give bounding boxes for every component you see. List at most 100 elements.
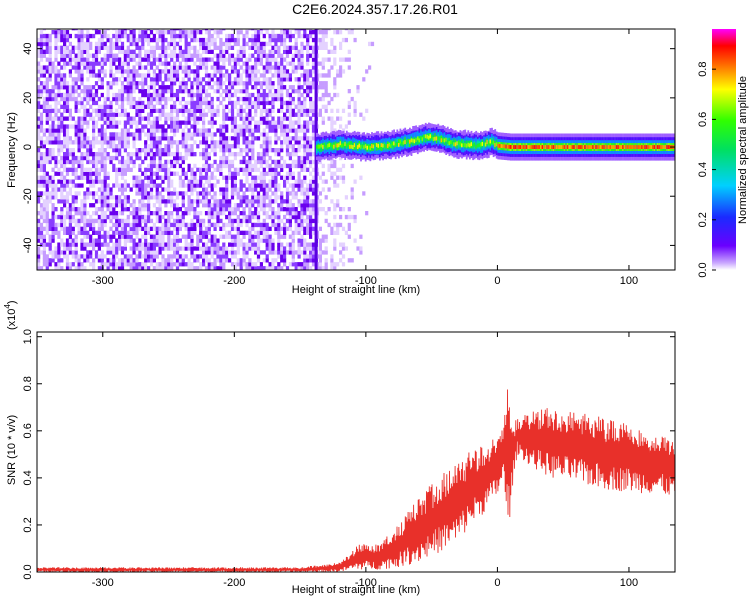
heatmap-cell [77,41,81,47]
heatmap-cell [280,163,284,169]
heatmap-cell [233,254,237,259]
heatmap-cell [86,144,90,149]
heatmap-cell [120,30,125,35]
heatmap-cell [300,104,304,109]
heatmap-cell [288,49,292,54]
heatmap-cell [51,132,55,137]
heatmap-cell [39,128,44,133]
heatmap-cell [222,242,226,247]
heatmap-cell [288,128,292,133]
heatmap-cell [256,37,261,43]
heatmap-cell [262,258,266,263]
heatmap-cell [280,258,284,263]
heatmap-cell [330,120,334,125]
heatmap-cell [178,207,182,212]
heatmap-cell [256,96,261,102]
heatmap-cell [318,246,322,251]
heatmap-cell [333,85,337,90]
heatmap-cell [155,140,159,145]
heatmap-cell [196,49,200,54]
heatmap-cell [280,61,284,66]
heatmap-cell [259,108,263,113]
heatmap-cell [213,191,217,196]
heatmap-cell [147,61,151,66]
heatmap-cell [228,96,232,102]
heatmap-cell [135,254,139,259]
heatmap-cell [300,234,304,239]
heatmap-cell [181,77,185,82]
heatmap-cell [330,128,334,133]
heatmap-cell [149,53,154,58]
signal-cell [386,144,389,148]
heatmap-cell [311,81,316,86]
heatmap-cell [207,191,211,196]
heatmap-cell [248,144,252,149]
heatmap-cell [280,144,284,149]
heatmap-cell [210,41,214,47]
heatmap-cell [120,191,125,196]
heatmap-cell [89,53,93,58]
heatmap-cell [37,218,41,224]
heatmap-cell [239,152,243,157]
heatmap-cell [123,136,127,141]
heatmap-cell [230,238,235,243]
heatmap-cell [120,159,125,165]
heatmap-cell [283,163,287,169]
heatmap-cell [306,203,310,208]
heatmap-cell [344,214,348,220]
heatmap-cell [219,258,223,263]
heatmap-cell [86,120,90,125]
heatmap-cell [181,104,185,109]
heatmap-cell [239,262,243,267]
heatmap-cell [138,179,142,184]
heatmap-cell [285,89,290,94]
heatmap-cell [210,266,214,270]
heatmap-cell [86,211,90,216]
heatmap-cell [39,167,44,172]
heatmap-cell [63,214,67,220]
heatmap-cell [175,148,180,153]
heatmap-cell [262,250,266,255]
heatmap-cell [45,195,49,200]
heatmap-cell [256,234,261,239]
heatmap-cell [239,183,243,188]
heatmap-cell [262,234,266,239]
heatmap-cell [42,211,46,216]
heatmap-cell [39,49,44,54]
heatmap-cell [309,254,313,259]
heatmap-cell [330,116,334,121]
heatmap-cell [288,33,292,39]
heatmap-cell [149,100,154,106]
heatmap-cell [210,65,214,70]
heatmap-cell [339,258,343,263]
heatmap-cell [294,128,298,133]
heatmap-cell [283,226,287,231]
heatmap-cell [277,136,281,141]
heatmap-cell [152,242,156,247]
heatmap-cell [277,171,281,176]
heatmap-cell [236,81,240,86]
signal-cell [420,136,422,140]
heatmap-cell [109,53,113,58]
heatmap-cell [51,230,55,235]
heatmap-cell [353,108,357,113]
heatmap-cell [230,37,235,43]
heatmap-cell [277,65,281,70]
heatmap-cell [184,152,188,157]
heatmap-cell [74,246,78,251]
heatmap-cell [277,77,281,82]
heatmap-cell [39,120,44,125]
heatmap-cell [202,96,206,102]
heatmap-cell [77,163,81,169]
heatmap-cell [193,222,197,228]
heatmap-cell [161,222,165,228]
heatmap-cell [277,152,281,157]
heatmap-cell [158,191,162,196]
heatmap-cell [213,238,217,243]
heatmap-cell [155,191,159,196]
heatmap-cell [202,191,206,196]
heatmap-cell [164,242,168,247]
heatmap-cell [202,128,206,133]
heatmap-cell [353,179,357,184]
heatmap-cell [262,152,266,157]
